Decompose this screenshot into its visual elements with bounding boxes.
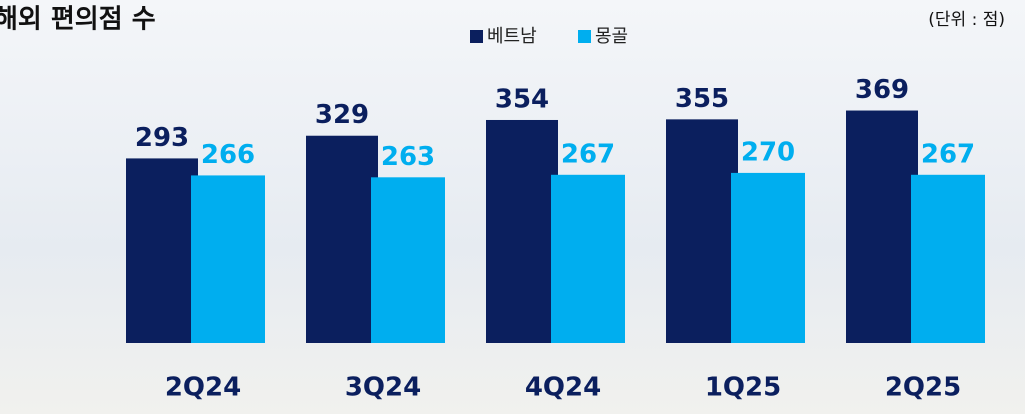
x-tick-label: 4Q24 bbox=[525, 373, 601, 403]
value-label: 263 bbox=[381, 142, 435, 172]
value-label: 293 bbox=[135, 123, 189, 153]
bar bbox=[126, 158, 198, 343]
value-label: 355 bbox=[675, 84, 729, 114]
bar bbox=[666, 119, 738, 343]
chart-title: 해외 편의점 수 bbox=[0, 5, 156, 35]
value-label: 266 bbox=[201, 140, 255, 170]
value-label: 267 bbox=[561, 139, 615, 169]
bar bbox=[846, 111, 918, 343]
legend-label: 몽골 bbox=[595, 26, 628, 47]
value-label: 270 bbox=[741, 137, 795, 167]
bar bbox=[306, 136, 378, 343]
legend-label: 베트남 bbox=[487, 26, 537, 47]
x-tick-label: 2Q25 bbox=[885, 373, 961, 403]
bar bbox=[486, 120, 558, 343]
legend-swatch bbox=[578, 30, 591, 43]
unit-note: (단위 : 점) bbox=[928, 10, 1005, 30]
legend-swatch bbox=[470, 30, 483, 43]
bar bbox=[551, 175, 625, 343]
value-label: 354 bbox=[495, 84, 549, 114]
bar bbox=[371, 177, 445, 343]
value-label: 267 bbox=[921, 139, 975, 169]
value-label: 369 bbox=[855, 75, 909, 105]
chart: 해외 편의점 수 (단위 : 점) 베트남 몽골 293 266 2Q24 329 263 3… bbox=[0, 0, 1025, 414]
bar bbox=[911, 175, 985, 343]
x-tick-label: 2Q24 bbox=[165, 373, 241, 403]
bar bbox=[191, 175, 265, 343]
x-tick-label: 1Q25 bbox=[705, 373, 781, 403]
value-label: 329 bbox=[315, 100, 369, 130]
bar bbox=[731, 173, 805, 343]
x-tick-label: 3Q24 bbox=[345, 373, 421, 403]
